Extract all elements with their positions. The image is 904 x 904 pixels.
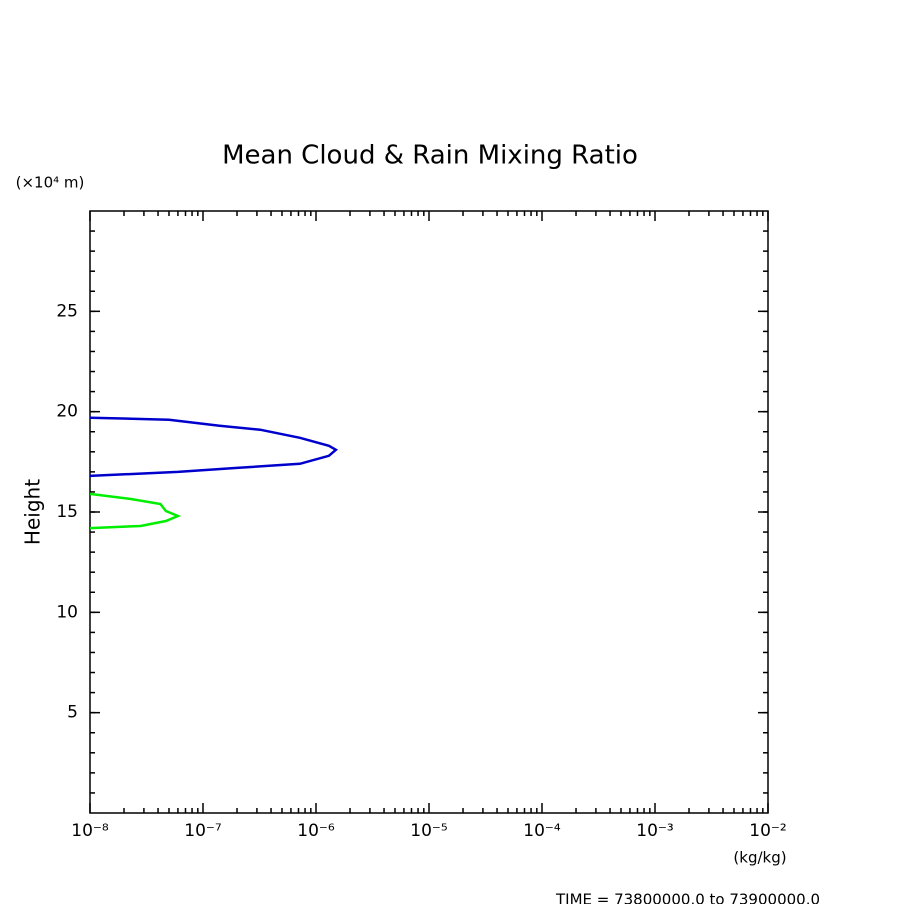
y-tick-label: 5: [67, 703, 78, 723]
footer: TIME = 73800000.0 to 73900000.0: [555, 891, 820, 904]
x-tick-label: 10⁻³: [636, 821, 673, 841]
x-unit: (kg/kg): [733, 849, 786, 867]
data-line: [89, 492, 182, 530]
y-axis-label: Height: [21, 479, 45, 545]
x-tick-label: 10⁻⁸: [71, 821, 109, 841]
y-tick-label: 15: [56, 502, 78, 522]
y-tick-label: 10: [56, 602, 78, 622]
plot-frame: [89, 210, 769, 814]
x-tick-label: 10⁻²: [749, 821, 786, 841]
chart-title: Mean Cloud & Rain Mixing Ratio: [222, 141, 638, 171]
data-line: [89, 416, 339, 478]
y-tick-label: 25: [56, 301, 78, 321]
y-unit: (×10⁴ m): [16, 174, 85, 192]
x-tick-label: 10⁻⁶: [297, 821, 335, 841]
y-tick-label: 20: [56, 402, 78, 422]
x-tick-label: 10⁻⁷: [184, 821, 222, 841]
x-tick-label: 10⁻⁴: [523, 821, 561, 841]
x-tick-label: 10⁻⁵: [410, 821, 447, 841]
